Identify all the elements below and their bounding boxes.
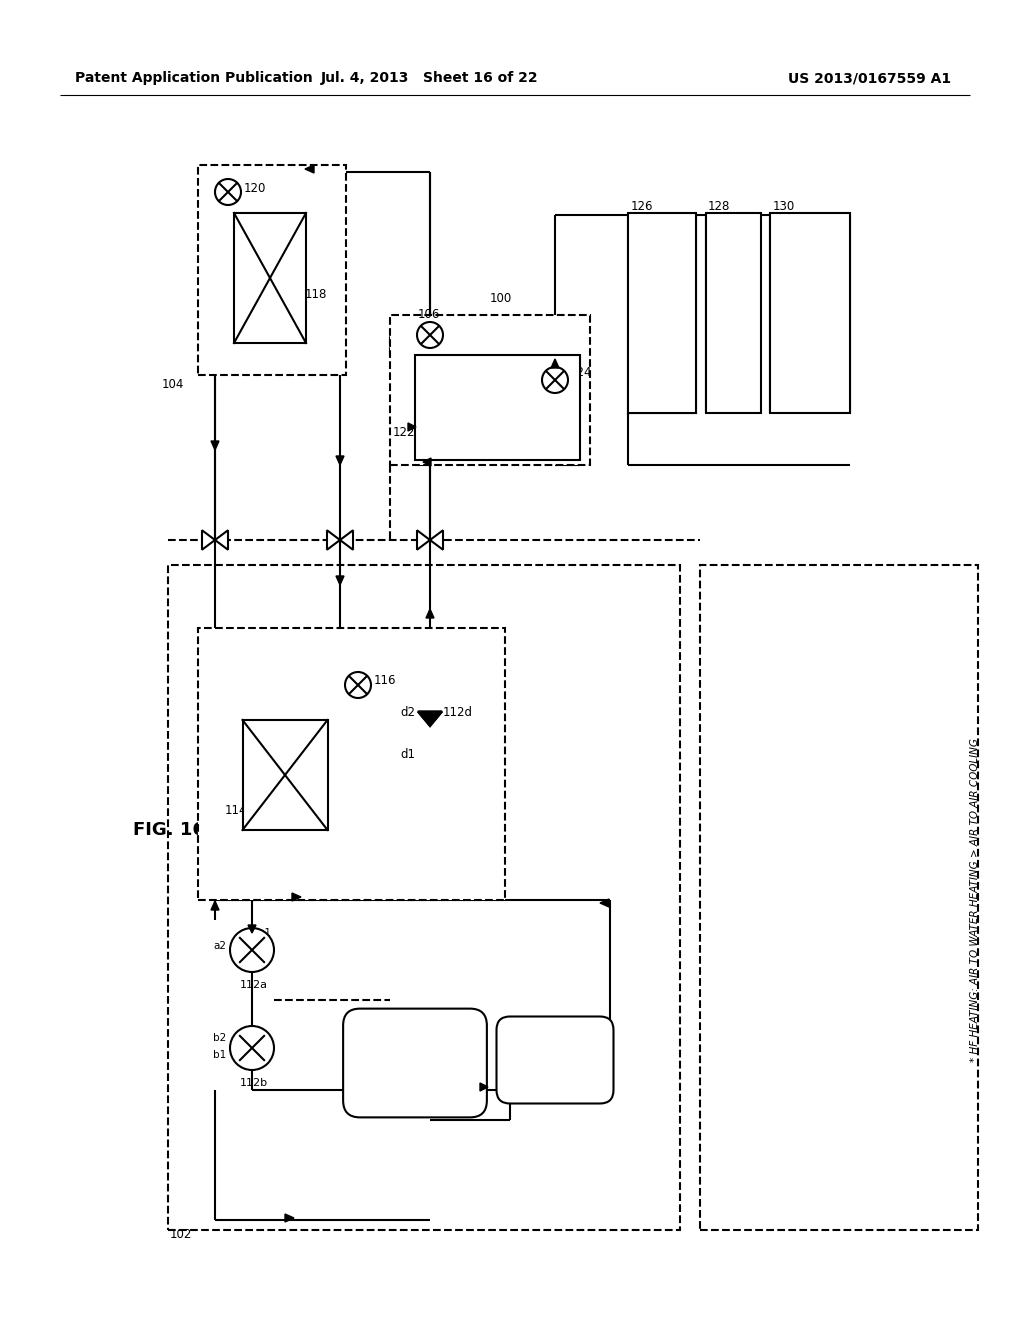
Polygon shape	[248, 925, 256, 933]
FancyBboxPatch shape	[343, 1008, 486, 1117]
Text: Patent Application Publication: Patent Application Publication	[75, 71, 312, 84]
Text: a2: a2	[213, 941, 226, 950]
Text: US 2013/0167559 A1: US 2013/0167559 A1	[788, 71, 951, 84]
Bar	[234, 213, 306, 343]
Text: 116: 116	[374, 675, 396, 688]
Circle shape	[345, 672, 371, 698]
Polygon shape	[423, 458, 431, 466]
Text: 126: 126	[631, 201, 653, 214]
Bar	[390, 315, 590, 465]
FancyBboxPatch shape	[497, 1016, 613, 1104]
Polygon shape	[430, 531, 443, 549]
Polygon shape	[285, 1214, 294, 1222]
Polygon shape	[418, 711, 442, 726]
Text: 122: 122	[393, 426, 416, 440]
Text: 112a: 112a	[240, 979, 268, 990]
Polygon shape	[215, 531, 228, 549]
Text: 104: 104	[162, 378, 184, 391]
Text: b3: b3	[258, 1049, 271, 1060]
Text: 130: 130	[773, 201, 796, 214]
Text: 112b: 112b	[240, 1078, 268, 1088]
Polygon shape	[336, 576, 344, 585]
Bar	[198, 628, 505, 900]
Text: a1: a1	[258, 928, 271, 939]
Polygon shape	[551, 359, 559, 368]
Text: b1: b1	[213, 1049, 226, 1060]
Text: 120: 120	[244, 181, 266, 194]
Bar	[168, 565, 680, 1230]
Text: d2: d2	[400, 705, 415, 718]
Text: WATER SUPPLY TANK: WATER SUPPLY TANK	[657, 260, 667, 360]
Bar	[243, 719, 328, 830]
Text: FCU: FCU	[728, 300, 738, 321]
Polygon shape	[417, 531, 430, 549]
Text: b2: b2	[213, 1034, 226, 1043]
Circle shape	[230, 1026, 274, 1071]
Bar	[628, 213, 696, 413]
Polygon shape	[600, 899, 609, 907]
Text: FIG. 16: FIG. 16	[133, 821, 205, 840]
Text: 100: 100	[490, 292, 512, 305]
Polygon shape	[418, 711, 442, 726]
Text: 110: 110	[560, 1027, 583, 1040]
Bar	[198, 165, 346, 375]
Polygon shape	[202, 531, 215, 549]
Circle shape	[417, 322, 443, 348]
Text: 108a(IN): 108a(IN)	[432, 1100, 480, 1110]
Circle shape	[215, 180, 241, 205]
Bar	[628, 215, 696, 413]
Polygon shape	[211, 902, 219, 909]
Text: 108b(OUT): 108b(OUT)	[355, 1085, 416, 1096]
Text: 118: 118	[305, 289, 328, 301]
Text: 124: 124	[570, 367, 593, 380]
Text: d1: d1	[400, 748, 415, 762]
Polygon shape	[340, 531, 353, 549]
Circle shape	[230, 928, 274, 972]
Text: 106: 106	[418, 309, 440, 322]
Text: Jul. 4, 2013   Sheet 16 of 22: Jul. 4, 2013 Sheet 16 of 22	[322, 71, 539, 84]
Text: 114: 114	[225, 804, 248, 817]
Text: * HF HEATING: AIR TO WATER HEATING > AIR TO AIR COOLING: * HF HEATING: AIR TO WATER HEATING > AIR…	[970, 738, 980, 1061]
Bar	[770, 213, 850, 413]
Bar	[700, 565, 978, 1230]
Polygon shape	[336, 455, 344, 465]
Text: 112d: 112d	[443, 705, 473, 718]
Polygon shape	[480, 1082, 488, 1092]
Polygon shape	[408, 422, 416, 432]
Text: 102: 102	[170, 1228, 193, 1241]
Text: FLOOR COOLING
/HEATING DEVICE: FLOOR COOLING /HEATING DEVICE	[801, 265, 819, 345]
Text: 108: 108	[432, 1036, 455, 1049]
Polygon shape	[426, 609, 434, 618]
Polygon shape	[211, 441, 219, 450]
Polygon shape	[292, 894, 301, 902]
Text: a3: a3	[258, 954, 271, 965]
Text: 128: 128	[708, 201, 730, 214]
Polygon shape	[327, 531, 340, 549]
Bar	[706, 213, 761, 413]
Bar	[415, 355, 580, 459]
Circle shape	[542, 367, 568, 393]
Polygon shape	[305, 165, 314, 173]
